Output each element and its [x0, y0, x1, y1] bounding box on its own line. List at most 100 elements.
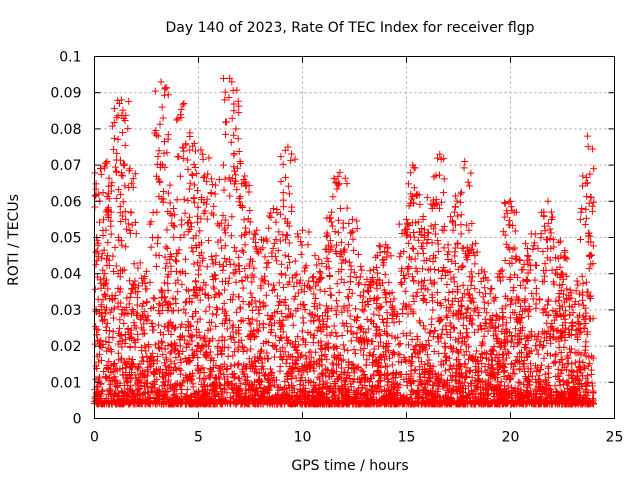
data-point	[421, 284, 429, 292]
data-point	[522, 240, 530, 248]
data-point	[275, 279, 283, 287]
data-point	[221, 88, 229, 96]
data-point	[573, 277, 581, 285]
data-point	[344, 293, 352, 301]
data-point	[190, 199, 198, 207]
data-point	[230, 107, 238, 115]
data-point	[489, 312, 497, 320]
data-point	[232, 171, 240, 179]
data-point	[358, 298, 366, 306]
data-point	[515, 378, 523, 386]
data-point	[222, 365, 230, 373]
data-point	[181, 255, 189, 263]
data-point	[510, 342, 518, 350]
data-point	[381, 248, 389, 256]
data-point	[469, 298, 477, 306]
data-point	[576, 329, 584, 337]
data-point	[481, 363, 489, 371]
data-point	[300, 288, 308, 296]
data-point	[199, 376, 207, 384]
data-point	[228, 78, 236, 86]
data-point	[283, 231, 291, 239]
data-point	[289, 321, 297, 329]
data-point	[110, 118, 118, 126]
data-point	[209, 364, 217, 372]
data-point	[234, 135, 242, 143]
data-point	[255, 249, 263, 257]
data-point	[147, 243, 155, 251]
data-point	[336, 168, 344, 176]
data-point	[421, 361, 429, 369]
data-point	[154, 239, 162, 247]
data-point	[184, 318, 192, 326]
data-point	[582, 179, 590, 187]
data-point	[357, 346, 365, 354]
data-point	[502, 302, 510, 310]
data-point	[350, 246, 358, 254]
data-point	[414, 236, 422, 244]
data-point	[220, 299, 228, 307]
data-point	[233, 308, 241, 316]
data-point	[417, 225, 425, 233]
data-point	[124, 125, 132, 133]
data-point	[454, 212, 462, 220]
data-point	[539, 248, 547, 256]
data-point	[363, 286, 371, 294]
data-point	[124, 220, 132, 228]
data-point	[270, 286, 278, 294]
data-point	[310, 303, 318, 311]
data-point	[96, 164, 104, 172]
data-point	[196, 227, 204, 235]
data-point	[130, 389, 138, 397]
data-point	[361, 281, 369, 289]
data-point	[588, 202, 596, 210]
data-point	[235, 253, 243, 261]
data-point	[220, 186, 228, 194]
data-point	[221, 175, 229, 183]
data-point	[253, 226, 261, 234]
data-point	[475, 309, 483, 317]
data-point	[108, 179, 116, 187]
data-point	[172, 267, 180, 275]
data-point	[121, 207, 129, 215]
data-point	[476, 288, 484, 296]
data-point	[219, 161, 227, 169]
data-point	[500, 389, 508, 397]
data-point	[471, 260, 479, 268]
data-point	[285, 239, 293, 247]
data-point	[205, 154, 213, 162]
data-point	[263, 349, 271, 357]
data-point	[323, 254, 331, 262]
data-point	[550, 316, 558, 324]
data-point	[99, 266, 107, 274]
data-point	[105, 357, 113, 365]
data-point	[466, 273, 474, 281]
data-point	[157, 337, 165, 345]
data-point	[354, 336, 362, 344]
data-point	[429, 258, 437, 266]
data-point	[453, 197, 461, 205]
data-point	[95, 350, 103, 358]
data-point	[273, 257, 281, 265]
data-point	[134, 288, 142, 296]
data-point	[126, 293, 134, 301]
data-point	[464, 304, 472, 312]
data-point	[158, 103, 166, 111]
data-point	[571, 359, 579, 367]
data-point	[163, 226, 171, 234]
data-point	[508, 207, 516, 215]
data-point	[326, 284, 334, 292]
data-point	[244, 315, 252, 323]
data-point	[205, 237, 213, 245]
data-point	[121, 141, 129, 149]
data-point	[180, 100, 188, 108]
data-point	[325, 264, 333, 272]
data-point	[245, 300, 253, 308]
data-point	[436, 171, 444, 179]
data-point	[582, 320, 590, 328]
data-point	[332, 297, 340, 305]
data-point	[368, 337, 376, 345]
data-point	[181, 299, 189, 307]
data-point	[333, 241, 341, 249]
data-point	[296, 276, 304, 284]
